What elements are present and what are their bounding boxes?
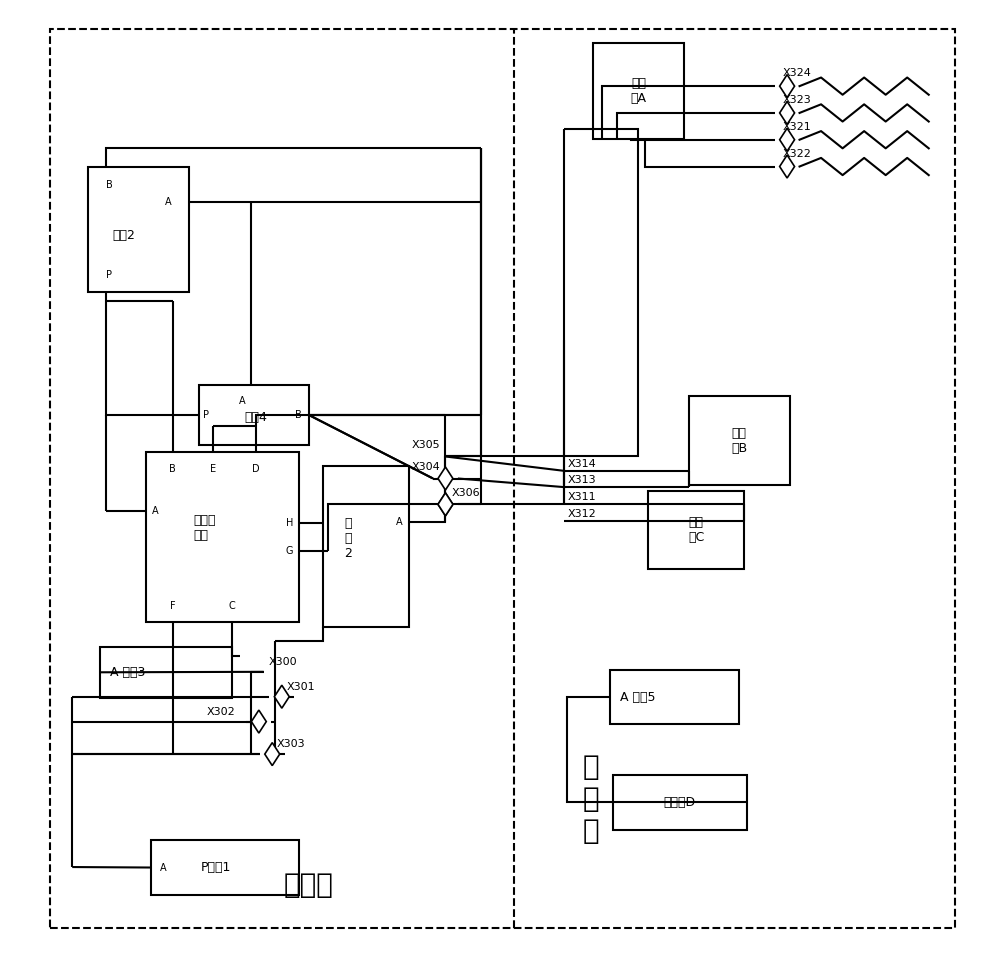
- Text: 传感
器A: 传感 器A: [631, 77, 647, 105]
- Text: X321: X321: [782, 122, 811, 132]
- Bar: [199, 385, 309, 445]
- Text: A: A: [160, 862, 167, 873]
- Text: A 设备3: A 设备3: [110, 666, 145, 679]
- Text: X312: X312: [568, 509, 597, 519]
- Text: E: E: [210, 464, 216, 474]
- Text: X303: X303: [277, 740, 306, 749]
- Text: B: B: [169, 464, 176, 474]
- Text: X304: X304: [412, 462, 441, 472]
- Text: B: B: [295, 410, 302, 420]
- Text: H: H: [286, 519, 293, 528]
- Polygon shape: [780, 75, 795, 98]
- Text: 传感
器C: 传感 器C: [688, 516, 704, 545]
- Text: A: A: [396, 518, 402, 527]
- Text: 设
备
2: 设 备 2: [344, 517, 352, 560]
- Text: X311: X311: [568, 493, 597, 502]
- Bar: [100, 647, 232, 698]
- Bar: [593, 43, 684, 139]
- Polygon shape: [251, 710, 266, 733]
- Text: P: P: [203, 410, 209, 420]
- Polygon shape: [438, 493, 453, 516]
- Text: B: B: [106, 180, 112, 189]
- Polygon shape: [265, 743, 280, 766]
- Text: A: A: [239, 396, 245, 406]
- Bar: [323, 466, 409, 627]
- Text: D: D: [252, 464, 260, 474]
- Text: X305: X305: [412, 440, 441, 450]
- Text: G: G: [286, 545, 293, 555]
- Text: C: C: [229, 601, 235, 611]
- Bar: [648, 491, 744, 569]
- Text: 控制计
算机: 控制计 算机: [194, 514, 216, 543]
- Text: X323: X323: [782, 96, 811, 105]
- Text: 仪器舱: 仪器舱: [284, 871, 334, 900]
- Text: A: A: [165, 197, 172, 208]
- Polygon shape: [780, 101, 795, 124]
- Bar: [613, 775, 747, 830]
- Polygon shape: [274, 685, 289, 708]
- Text: X306: X306: [452, 488, 481, 498]
- Text: X314: X314: [568, 459, 597, 469]
- Polygon shape: [438, 493, 453, 516]
- Text: P: P: [106, 271, 112, 280]
- Text: 传感器D: 传感器D: [664, 796, 696, 809]
- Text: 增
压
舱: 增 压 舱: [583, 753, 599, 845]
- Text: X322: X322: [782, 149, 811, 159]
- Text: P设备1: P设备1: [200, 861, 231, 874]
- Polygon shape: [438, 467, 453, 490]
- Text: 设备4: 设备4: [244, 412, 267, 424]
- Text: 传感
器B: 传感 器B: [731, 427, 747, 455]
- Text: A 设备5: A 设备5: [620, 691, 655, 703]
- Text: X301: X301: [287, 682, 315, 692]
- Text: X313: X313: [568, 476, 597, 485]
- Text: 组合2: 组合2: [112, 230, 135, 242]
- Polygon shape: [780, 155, 795, 178]
- Text: A: A: [152, 506, 158, 517]
- Text: F: F: [170, 601, 176, 611]
- Bar: [151, 840, 299, 895]
- Bar: [689, 396, 790, 485]
- Polygon shape: [780, 128, 795, 151]
- Text: X300: X300: [268, 657, 297, 667]
- Bar: [146, 452, 299, 622]
- Bar: [88, 167, 189, 292]
- Text: X302: X302: [206, 707, 235, 717]
- Bar: [610, 670, 739, 724]
- Text: X324: X324: [782, 69, 811, 78]
